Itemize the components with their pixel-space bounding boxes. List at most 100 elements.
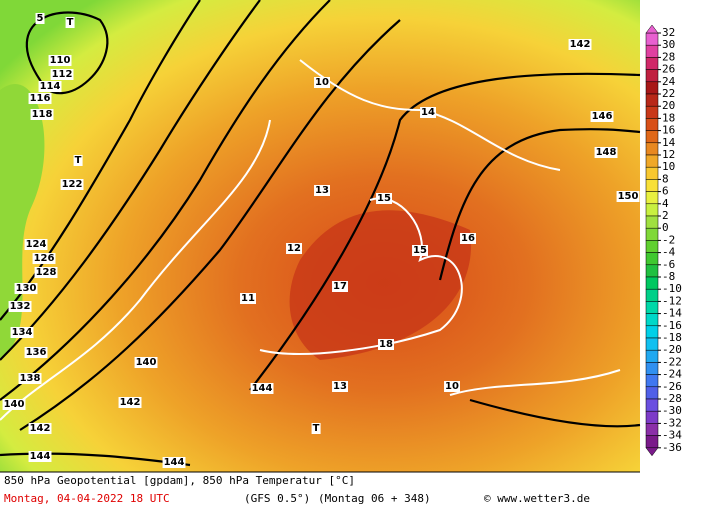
map-label: 114 xyxy=(40,81,61,92)
colorbar-label: -14 xyxy=(662,307,682,320)
label-box xyxy=(314,185,330,196)
colorbar-label: -18 xyxy=(662,331,682,344)
colorbar-segment xyxy=(645,240,659,253)
label-box xyxy=(240,293,256,304)
map-label: 138 xyxy=(20,373,41,384)
colorbar-segment xyxy=(645,142,659,156)
label-box xyxy=(14,283,38,294)
colorbar-label: -4 xyxy=(662,246,676,259)
colorbar-segment xyxy=(645,166,659,180)
colorbar-segment xyxy=(645,179,659,192)
colorbar-label: -30 xyxy=(662,404,682,417)
map-label: 136 xyxy=(26,347,47,358)
map-label: 140 xyxy=(136,357,157,368)
colorbar-label: 10 xyxy=(662,160,675,173)
colorbar-segment xyxy=(645,93,659,107)
colorbar-label: 14 xyxy=(662,136,676,149)
label-box xyxy=(28,93,52,104)
colorbar-label: -36 xyxy=(662,441,682,454)
footer-date: Montag, 04-04-2022 18 UTC xyxy=(4,492,170,505)
label-box xyxy=(32,253,56,264)
label-box xyxy=(376,193,392,204)
map-label: 126 xyxy=(34,253,55,264)
map-label: 10 xyxy=(445,381,459,392)
label-box xyxy=(28,423,52,434)
map-label: 132 xyxy=(10,301,31,312)
colorbar-segment xyxy=(645,349,659,363)
colorbar-label: -16 xyxy=(662,319,682,332)
map-label: T xyxy=(67,17,74,28)
label-box xyxy=(594,147,618,158)
colorbar-segment xyxy=(645,32,659,46)
map-label: 112 xyxy=(52,69,73,80)
colorbar-label: 28 xyxy=(662,50,675,63)
map-label: 18 xyxy=(379,339,393,350)
label-box xyxy=(38,81,62,92)
colorbar-label: -10 xyxy=(662,282,682,295)
map-label: 144 xyxy=(164,457,185,468)
colorbar-label: -26 xyxy=(662,380,682,393)
label-box xyxy=(412,245,428,256)
label-box xyxy=(30,109,54,120)
colorbar-label: -32 xyxy=(662,416,682,429)
label-box xyxy=(162,457,186,468)
colorbar-segment xyxy=(645,203,659,217)
colorbar-label: 4 xyxy=(662,197,669,210)
colorbar-segment xyxy=(645,191,659,205)
label-box xyxy=(568,39,592,50)
colorbar-label: 26 xyxy=(662,63,675,76)
map-label: 128 xyxy=(36,267,57,278)
colorbar-label: 8 xyxy=(662,172,669,185)
colorbar-segment xyxy=(645,105,659,119)
colorbar-segment xyxy=(645,252,659,266)
label-box xyxy=(60,179,84,190)
colorbar-label: 16 xyxy=(662,124,675,137)
colorbar-label: -20 xyxy=(662,343,682,356)
colorbar-segment xyxy=(645,154,659,168)
label-box xyxy=(73,155,83,166)
map-label: 144 xyxy=(30,451,51,462)
colorbar-segment xyxy=(645,301,659,314)
label-box xyxy=(616,191,640,202)
colorbar-segment xyxy=(645,81,659,95)
label-box xyxy=(118,397,142,408)
colorbar-segment xyxy=(645,398,659,412)
map-label: 13 xyxy=(333,381,347,392)
colorbar-label: 0 xyxy=(662,221,669,234)
map-label: 15 xyxy=(377,193,391,204)
colorbar-segment xyxy=(645,130,659,144)
label-box xyxy=(311,423,321,434)
map-label: 134 xyxy=(12,327,33,338)
colorbar-segment xyxy=(645,288,659,302)
map-label: 118 xyxy=(32,109,53,120)
colorbar-segment xyxy=(645,227,659,241)
map-label: 16 xyxy=(461,233,475,244)
map-label: 148 xyxy=(596,147,617,158)
map-label: 110 xyxy=(50,55,71,66)
colorbar-label: 18 xyxy=(662,111,675,124)
colorbar-label: -34 xyxy=(662,429,682,442)
colorbar-segment xyxy=(645,435,659,449)
colorbar-segment xyxy=(645,264,659,278)
colorbar-label: -28 xyxy=(662,392,682,405)
label-box xyxy=(50,69,74,80)
colorbar-label: 12 xyxy=(662,148,675,161)
colorbar-label: 24 xyxy=(662,75,676,88)
map-label: 142 xyxy=(30,423,51,434)
colorbar-arrow-bottom xyxy=(645,447,659,457)
map-label: 122 xyxy=(62,179,83,190)
colorbar-label: -2 xyxy=(662,233,675,246)
label-box xyxy=(314,77,330,88)
map-label: 5 xyxy=(37,13,44,24)
colorbar-segment xyxy=(645,410,659,424)
label-box xyxy=(590,111,614,122)
map-label: 13 xyxy=(315,185,329,196)
label-box xyxy=(250,383,274,394)
colorbar-label: 20 xyxy=(662,99,675,112)
map-label: 15 xyxy=(413,245,427,256)
colorbar-segment xyxy=(645,386,659,400)
label-box xyxy=(65,17,75,28)
map-label: T xyxy=(75,155,82,166)
label-box xyxy=(10,327,34,338)
